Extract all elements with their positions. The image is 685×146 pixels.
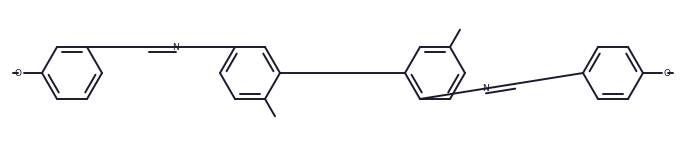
Text: O: O — [14, 68, 21, 78]
Text: N: N — [482, 84, 488, 93]
Text: O: O — [664, 68, 671, 78]
Text: N: N — [173, 42, 179, 52]
